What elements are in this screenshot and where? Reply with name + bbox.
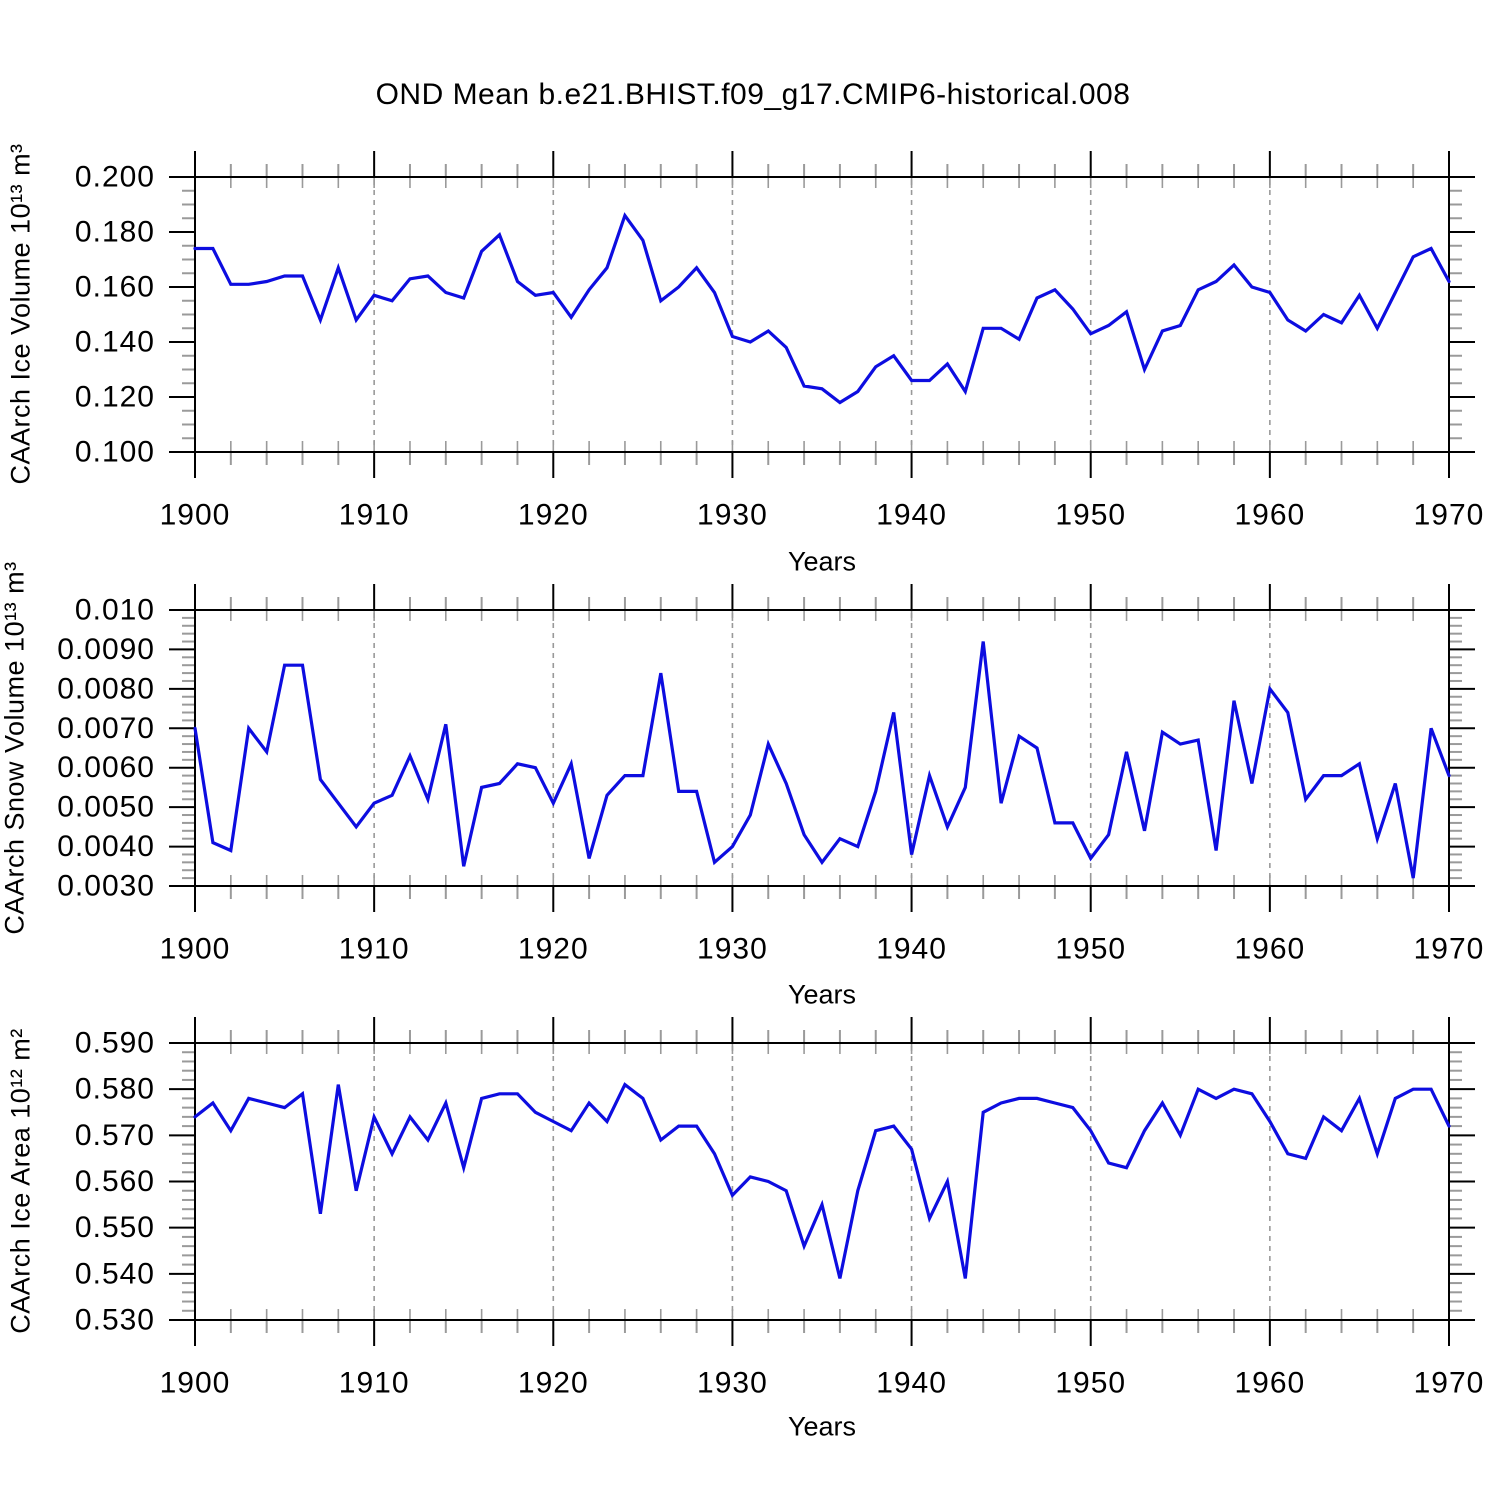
x-tick-label: 1900 [160,499,231,532]
chart-title: OND Mean b.e21.BHIST.f09_g17.CMIP6-histo… [375,78,1131,111]
x-tick-label: 1950 [1055,499,1126,532]
x-tick-label: 1950 [1055,933,1126,966]
x-axis-label-years-panel2: Years [787,979,857,1010]
y-tick-label: 0.0030 [57,870,155,903]
x-tick-label: 1960 [1234,1367,1305,1400]
x-tick-label: 1970 [1414,499,1485,532]
x-tick-label: 1930 [697,933,768,966]
x-tick-label: 1970 [1414,933,1485,966]
x-tick-label: 1900 [160,1367,231,1400]
x-tick-label: 1910 [339,499,410,532]
x-tick-label: 1910 [339,1367,410,1400]
y-tick-label: 0.0070 [57,712,155,745]
y-axis-label-ice-volume: CAArch Ice Volume 10¹³ m³ [5,143,36,485]
x-tick-label: 1930 [697,499,768,532]
snow-volume-panel-series-line [193,641,1451,879]
y-tick-label: 0.0040 [57,830,155,863]
y-tick-label: 0.200 [75,161,155,194]
y-tick-label: 0.010 [75,594,155,627]
y-tick-label: 0.160 [75,271,155,304]
y-tick-label: 0.570 [75,1119,155,1152]
x-tick-label: 1940 [876,499,947,532]
x-tick-label: 1920 [518,499,589,532]
x-tick-label: 1920 [518,933,589,966]
x-tick-label: 1960 [1234,933,1305,966]
y-tick-label: 0.0060 [57,751,155,784]
x-tick-label: 1940 [876,933,947,966]
ice-volume-panel-series-line [193,212,1451,405]
ice-area-panel-series-line [193,1082,1451,1279]
y-tick-label: 0.550 [75,1211,155,1244]
x-tick-label: 1940 [876,1367,947,1400]
y-tick-label: 0.540 [75,1257,155,1290]
y-tick-label: 0.180 [75,216,155,249]
x-axis-label-years-panel3: Years [787,1411,857,1442]
y-tick-label: 0.0050 [57,791,155,824]
y-tick-label: 0.560 [75,1165,155,1198]
y-tick-label: 0.0090 [57,633,155,666]
y-tick-label: 0.140 [75,326,155,359]
x-tick-label: 1930 [697,1367,768,1400]
x-tick-label: 1920 [518,1367,589,1400]
y-tick-label: 0.0080 [57,672,155,705]
ice-volume-panel-frame [194,176,1450,453]
y-tick-label: 0.100 [75,436,155,469]
x-tick-label: 1910 [339,933,410,966]
x-tick-label: 1950 [1055,1367,1126,1400]
x-axis-label-years-panel1: Years [787,546,857,577]
y-tick-label: 0.580 [75,1073,155,1106]
x-tick-label: 1970 [1414,1367,1485,1400]
x-tick-label: 1960 [1234,499,1305,532]
snow-volume-panel-frame [194,609,1450,887]
y-tick-label: 0.120 [75,381,155,414]
y-tick-label: 0.590 [75,1027,155,1060]
ice-area-panel-frame [194,1042,1450,1321]
x-tick-label: 1900 [160,933,231,966]
y-axis-label-ice-area: CAArch Ice Area 10¹² m² [5,1028,36,1334]
y-tick-label: 0.530 [75,1304,155,1337]
y-axis-label-snow-volume: CAArch Snow Volume 10¹³ m³ [0,561,30,935]
